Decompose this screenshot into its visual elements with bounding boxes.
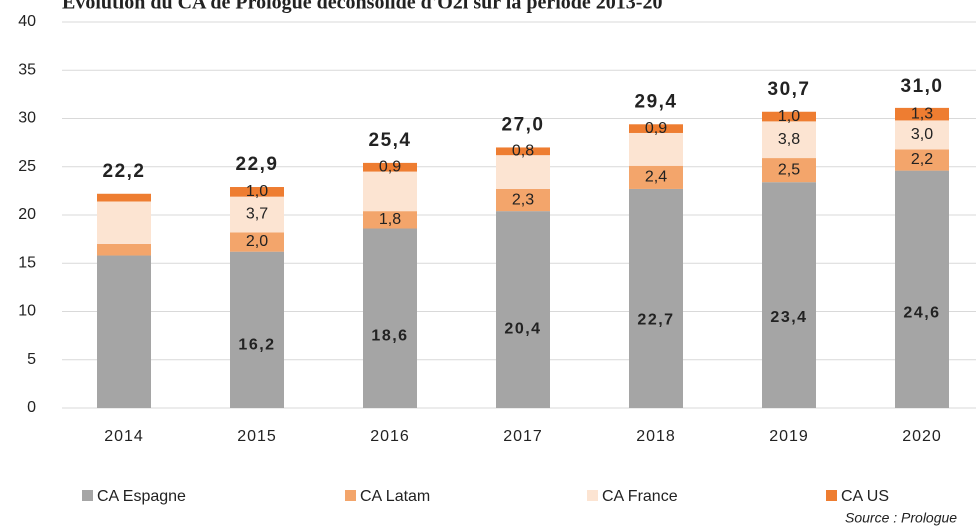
data-label: 3,8: [778, 131, 800, 148]
x-tick-label: 2017: [503, 428, 543, 445]
data-label: 2,2: [911, 151, 933, 168]
data-label: 0,9: [379, 158, 401, 175]
bar-segment: [629, 165, 683, 189]
bar-segment: [97, 193, 151, 202]
bar-segment: [895, 170, 949, 408]
bar-segment: [496, 147, 550, 156]
data-label: 18,6: [371, 327, 408, 344]
x-tick-label: 2014: [104, 428, 144, 445]
legend-swatch: [345, 490, 356, 501]
data-label: 1,3: [911, 105, 933, 122]
y-tick-label: 15: [18, 254, 36, 271]
x-tick-label: 2019: [769, 428, 809, 445]
data-label: 0,8: [512, 143, 534, 160]
bar-segment: [363, 228, 417, 408]
bar-segment: [762, 158, 816, 183]
data-label: 2,3: [512, 191, 534, 208]
y-tick-label: 0: [27, 399, 36, 416]
data-label: 3,0: [911, 126, 933, 143]
chart-title: Evolution du CA de Prologue déconsolidé …: [62, 0, 662, 14]
x-tick-label: 2016: [370, 428, 410, 445]
data-label: 23,4: [770, 309, 807, 326]
legend-swatch: [82, 490, 93, 501]
bar-segment: [895, 107, 949, 121]
y-tick-label: 10: [18, 303, 36, 320]
bar-segment: [496, 188, 550, 212]
legend-label: CA France: [602, 488, 678, 505]
bar-segment: [629, 132, 683, 166]
total-label: 22,2: [103, 161, 146, 182]
y-tick-label: 35: [18, 61, 36, 78]
bar-segment: [895, 120, 949, 150]
data-label: 1,8: [379, 211, 401, 228]
data-label: 1,0: [246, 183, 268, 200]
data-label: 22,7: [637, 312, 674, 329]
data-label: 20,4: [504, 320, 541, 337]
y-tick-label: 5: [27, 351, 36, 368]
bar-segment: [895, 149, 949, 171]
data-label: 2,0: [246, 233, 268, 250]
bar-segment: [496, 211, 550, 408]
bar-segment: [762, 111, 816, 122]
x-tick-label: 2018: [636, 428, 676, 445]
total-label: 29,4: [635, 91, 678, 112]
data-label: 24,6: [903, 304, 940, 321]
y-tick-label: 20: [18, 206, 36, 223]
bar-segment: [230, 187, 284, 197]
total-label: 22,9: [236, 154, 279, 175]
legend-swatch: [826, 490, 837, 501]
bar-segment: [762, 121, 816, 159]
data-label: 3,7: [246, 206, 268, 223]
y-tick-label: 25: [18, 158, 36, 175]
data-label: 0,9: [645, 120, 667, 137]
bar-segment: [230, 196, 284, 233]
x-tick-label: 2020: [902, 428, 942, 445]
bar-segment: [629, 124, 683, 133]
y-tick-label: 40: [18, 13, 36, 30]
data-label: 2,5: [778, 161, 800, 178]
total-label: 25,4: [369, 130, 412, 151]
bar-segment: [762, 182, 816, 408]
bar-segment: [629, 188, 683, 408]
bar-segment: [97, 201, 151, 244]
data-label: 16,2: [238, 337, 275, 354]
bar-segment: [97, 255, 151, 408]
source: Source : Prologue: [845, 510, 957, 526]
bar-segment: [363, 162, 417, 172]
legend-label: CA US: [841, 488, 889, 505]
total-label: 30,7: [768, 79, 811, 100]
x-tick-label: 2015: [237, 428, 277, 445]
bar-segment: [230, 251, 284, 408]
y-tick-label: 30: [18, 110, 36, 127]
bar-segment: [97, 243, 151, 256]
total-label: 27,0: [502, 114, 545, 135]
legend-label: CA Latam: [360, 488, 430, 505]
legend-swatch: [587, 490, 598, 501]
bar-segment: [363, 171, 417, 212]
bar-segment: [230, 232, 284, 252]
legend-label: CA Espagne: [97, 488, 186, 505]
bar-segment: [496, 155, 550, 189]
data-label: 2,4: [645, 169, 667, 186]
total-label: 31,0: [901, 76, 944, 97]
bar-segment: [363, 211, 417, 229]
data-label: 1,0: [778, 108, 800, 125]
